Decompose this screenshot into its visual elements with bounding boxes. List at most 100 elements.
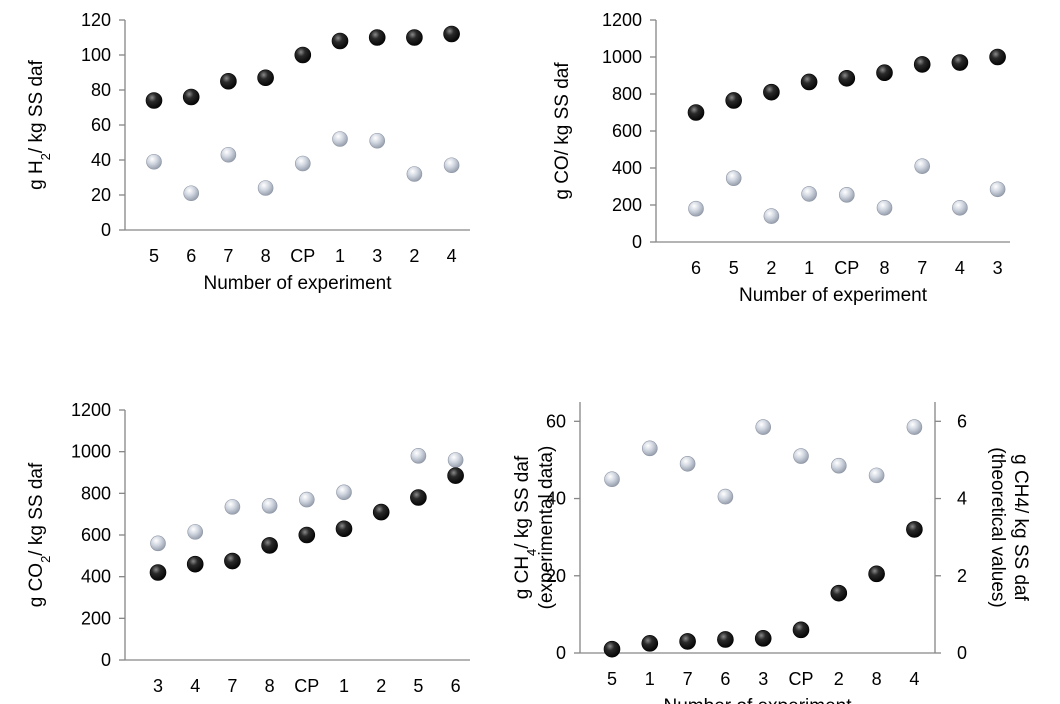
data-point-light (838, 187, 855, 203)
chart-panel-bottom-right: 0 20 40 60 0 2 4 6 5 1 7 6 3 CP 2 8 4 Number of experimen… (512, 402, 1031, 704)
data-point-light (336, 484, 352, 501)
data-point-dark (876, 64, 893, 82)
x-tick-label: 8 (872, 669, 882, 689)
y-tick-label: 200 (612, 195, 642, 215)
x-tick-label: 3 (993, 258, 1003, 278)
data-point-light (410, 448, 427, 464)
x-axis-label: Number of experiment (204, 273, 393, 294)
y-tick-label: 40 (91, 150, 111, 170)
data-point-dark (298, 526, 316, 544)
y-tick-label: 120 (81, 10, 111, 30)
y-tick-label: 0 (101, 220, 111, 240)
data-point-dark (717, 631, 734, 648)
x-tick-label: 3 (153, 676, 163, 696)
data-point-dark (145, 92, 163, 109)
data-point-light (332, 131, 348, 147)
x-tick-label: 8 (265, 676, 275, 696)
x-tick-label: 4 (955, 258, 965, 278)
x-tick-label: 6 (720, 669, 730, 689)
x-tick-label: CP (834, 258, 859, 278)
x-tick-label: 5 (729, 258, 739, 278)
x-tick-label: CP (294, 676, 319, 696)
y-tick-label: 1200 (602, 10, 642, 30)
data-point-dark (149, 564, 167, 581)
x-tick-label: 1 (645, 669, 655, 689)
data-point-light (369, 132, 386, 149)
x-tick-label: 5 (149, 246, 159, 266)
y2-tick-label: 4 (957, 489, 967, 509)
data-point-light (906, 419, 923, 435)
y-tick-label: 40 (546, 489, 566, 509)
y-axis-label: g H2/ kg SS daf (26, 59, 53, 189)
data-point-dark (368, 29, 386, 46)
data-point-light (725, 170, 742, 186)
y-tick-label: 0 (101, 650, 111, 670)
data-point-light (183, 185, 199, 202)
data-point-dark (186, 555, 204, 573)
x-tick-label: CP (788, 669, 813, 689)
data-point-dark (913, 56, 931, 73)
data-point-light (447, 452, 464, 468)
data-point-dark (687, 104, 705, 121)
y2-tick-label: 0 (957, 643, 967, 663)
x-tick-label: 2 (409, 246, 419, 266)
y-tick-label: 400 (612, 158, 642, 178)
y-tick-label: 400 (81, 567, 111, 587)
data-point-light (914, 158, 931, 174)
data-point-light (793, 448, 809, 464)
data-point-light (150, 535, 166, 552)
x-tick-label: 7 (917, 258, 927, 278)
data-point-light (679, 455, 696, 472)
y-tick-label: 1000 (602, 47, 642, 67)
y-tick-label: 100 (81, 45, 111, 65)
x-tick-label: 8 (261, 246, 271, 266)
data-point-dark (410, 489, 427, 506)
y-tick-label: 1200 (71, 400, 111, 420)
x-tick-label: 1 (804, 258, 814, 278)
chart-panel-top-left: 0 20 40 60 80 100 120 5 6 7 8 CP 1 3 2 4 Number of exper… (26, 10, 470, 294)
x-tick-label: 4 (190, 676, 200, 696)
x-tick-label: 4 (909, 669, 919, 689)
data-point-dark (754, 630, 772, 647)
data-point-dark (725, 92, 743, 109)
x-axis-label: Number of experiment (739, 285, 928, 306)
x-tick-label: 2 (766, 258, 776, 278)
y-tick-label: 60 (546, 411, 566, 431)
y-tick-label: 600 (612, 121, 642, 141)
x-tick-label: 7 (227, 676, 237, 696)
x-tick-label: 5 (607, 669, 617, 689)
data-point-dark (906, 521, 923, 538)
data-point-dark (679, 633, 696, 650)
y-axis-label: g CH4/ kg SS daf (512, 455, 539, 599)
data-point-light (868, 467, 885, 484)
data-point-dark (763, 83, 780, 101)
x-tick-label: 7 (223, 246, 233, 266)
y-tick-label: 80 (91, 80, 111, 100)
x-tick-label: 8 (879, 258, 889, 278)
x-tick-label: 3 (372, 246, 382, 266)
y-axis-label: g CO/ kg SS daf (552, 62, 573, 200)
data-point-light (952, 199, 968, 216)
y2-tick-label: 6 (957, 411, 967, 431)
data-point-dark (792, 621, 810, 639)
data-point-dark (331, 32, 349, 50)
data-point-light (604, 471, 620, 488)
data-point-light (220, 146, 237, 163)
data-point-dark (603, 640, 621, 658)
y-tick-label: 800 (612, 84, 642, 104)
y2-axis-label-line2: (theoretical values) (987, 447, 1008, 608)
data-point-light (876, 199, 893, 216)
x-tick-label: 3 (758, 669, 768, 689)
y-tick-label: 1000 (71, 442, 111, 462)
data-point-dark (220, 72, 237, 90)
x-axis-label: Number of experiment (664, 696, 853, 704)
y-tick-label: 20 (91, 185, 111, 205)
data-point-dark (443, 25, 460, 43)
data-point-light (224, 499, 241, 515)
data-point-dark (800, 73, 818, 91)
x-tick-label: 2 (376, 676, 386, 696)
y-tick-label: 60 (91, 115, 111, 135)
x-tick-label: 5 (413, 676, 423, 696)
data-point-light (717, 488, 734, 505)
